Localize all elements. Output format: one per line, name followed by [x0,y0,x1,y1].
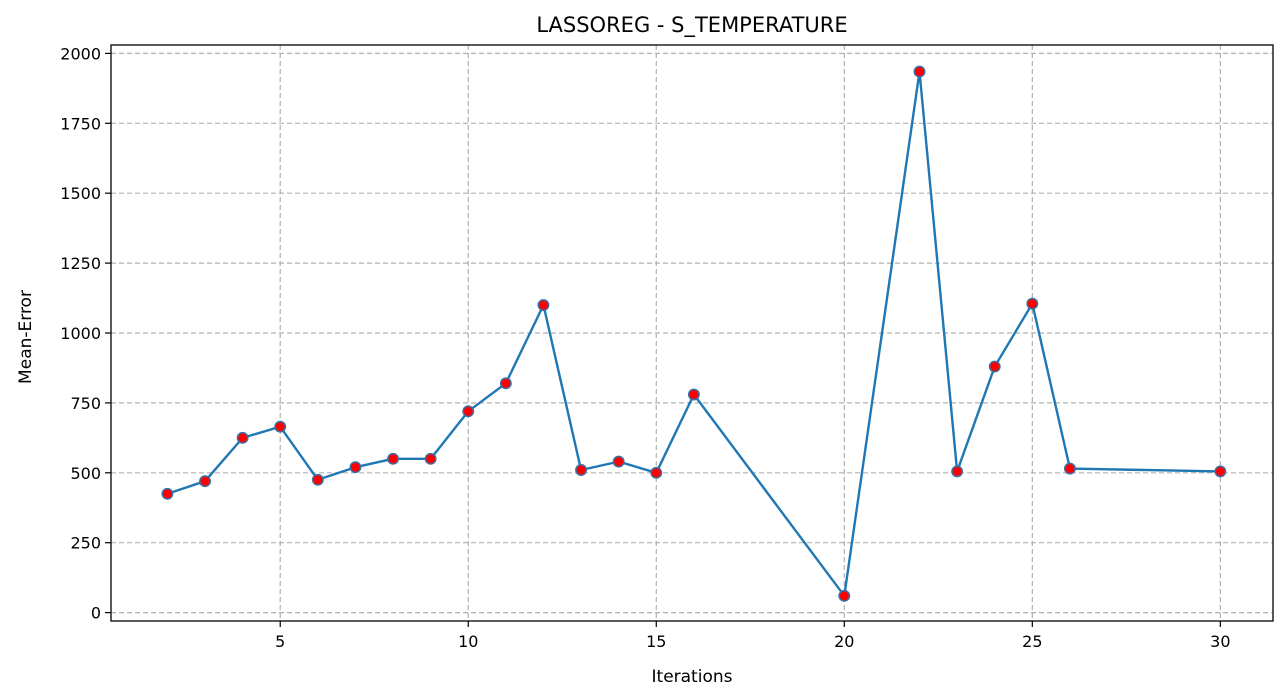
data-point [687,388,700,401]
data-point [1026,297,1039,310]
plot-frame [110,44,1274,622]
data-point [612,455,625,468]
y-tick-label: 2000 [60,44,101,63]
y-tick-label: 500 [70,464,101,483]
data-point [274,420,287,433]
data-point [499,377,512,390]
x-axis-label: Iterations [652,667,733,687]
data-point [311,473,324,486]
y-tick-label: 250 [70,534,101,553]
x-tick-label: 5 [275,632,285,651]
y-tick-label: 750 [70,394,101,413]
data-point [424,452,437,465]
data-point [951,465,964,478]
x-tick-label: 25 [1022,632,1042,651]
data-point [349,461,362,474]
data-point [1063,462,1076,475]
data-point [236,431,249,444]
y-tick-label: 1250 [60,254,101,273]
data-point [199,475,211,488]
data-point [537,299,550,311]
x-tick-label: 30 [1210,632,1230,651]
data-point [838,589,851,602]
data-point [1214,465,1227,478]
x-tick-label: 10 [458,632,478,651]
axes-layer: 5 10 15 20 25 30 0 250 500 750 1000 1250 1500 1750 200… [60,44,1274,651]
data-point [462,405,475,418]
x-tick-label: 20 [834,632,854,651]
y-tick-label: 1750 [60,114,101,133]
data-point [575,464,588,476]
grid-layer [111,45,1273,621]
y-axis-label: Mean-Error [16,290,36,384]
data-point [161,487,174,500]
y-tick-label: 0 [91,604,101,623]
data-point [650,466,663,479]
chart-title: LASSOREG - S_TEMPERATURE [536,13,847,38]
data-point [913,65,926,78]
series-layer [161,65,1227,602]
y-tick-label: 1500 [60,184,101,203]
series-line [167,70,1221,598]
data-point [387,452,399,465]
x-tick-label: 15 [646,632,666,651]
data-point [988,360,1001,373]
y-tick-label: 1000 [60,324,101,343]
